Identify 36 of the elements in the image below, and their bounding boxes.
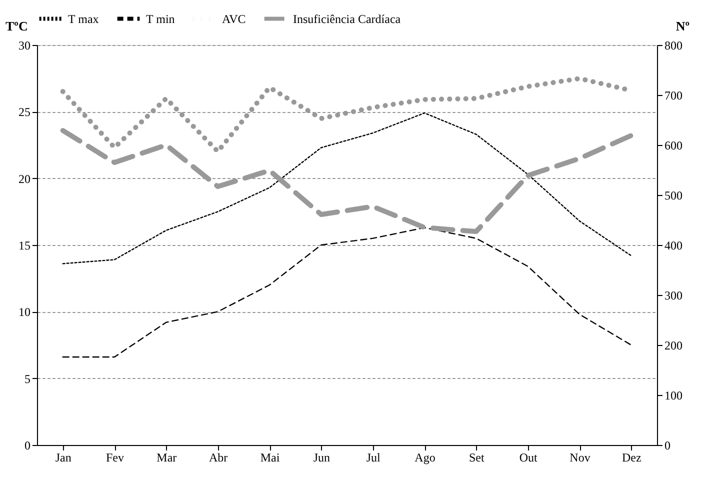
y2-tick-label: 200 bbox=[664, 338, 682, 352]
x-tick-label: Dez bbox=[622, 450, 642, 464]
x-tick-label: Jun bbox=[313, 450, 330, 464]
line-series bbox=[62, 112, 632, 264]
y2-tick-label: 300 bbox=[664, 288, 682, 302]
legend-label: T max bbox=[68, 12, 99, 26]
legend-label: AVC bbox=[222, 12, 246, 26]
y2-tick-label: 600 bbox=[664, 138, 682, 152]
y-tick-label: 10 bbox=[18, 305, 30, 320]
x-tick-label: Set bbox=[468, 450, 485, 464]
x-tick-label: Mai bbox=[260, 450, 280, 464]
y-tick-label: 15 bbox=[18, 238, 30, 252]
y2-tick-label: 0 bbox=[664, 438, 670, 452]
x-tick-label: Fev bbox=[106, 450, 124, 464]
x-tick-label: Out bbox=[519, 450, 538, 464]
y-tick-label: 25 bbox=[18, 105, 30, 120]
line-series bbox=[62, 227, 632, 358]
x-tick-label: Abr bbox=[208, 450, 228, 464]
y-tick-label: 5 bbox=[24, 372, 30, 386]
x-tick-label: Jul bbox=[366, 450, 381, 464]
x-tick-label: Mar bbox=[156, 450, 177, 464]
y2-tick-label: 100 bbox=[664, 388, 682, 402]
y2-tick-label: 500 bbox=[664, 188, 682, 202]
legend-label: Insuficiência Cardíaca bbox=[293, 12, 402, 26]
y2-tick-label: 800 bbox=[664, 38, 682, 52]
y2-tick-label: 700 bbox=[664, 88, 682, 102]
y-axis-title: TºC bbox=[6, 18, 28, 34]
y2-tick-label: 400 bbox=[664, 238, 682, 252]
y-tick-label: 0 bbox=[24, 438, 30, 452]
legend-label: T min bbox=[146, 12, 175, 26]
y-tick-label: 30 bbox=[18, 38, 30, 52]
x-tick-label: Ago bbox=[414, 450, 436, 464]
x-tick-label: Jan bbox=[55, 450, 72, 464]
y-tick-label: 20 bbox=[18, 172, 30, 186]
x-tick-label: Nov bbox=[570, 450, 590, 464]
y2-axis-title: Nº bbox=[676, 18, 690, 34]
